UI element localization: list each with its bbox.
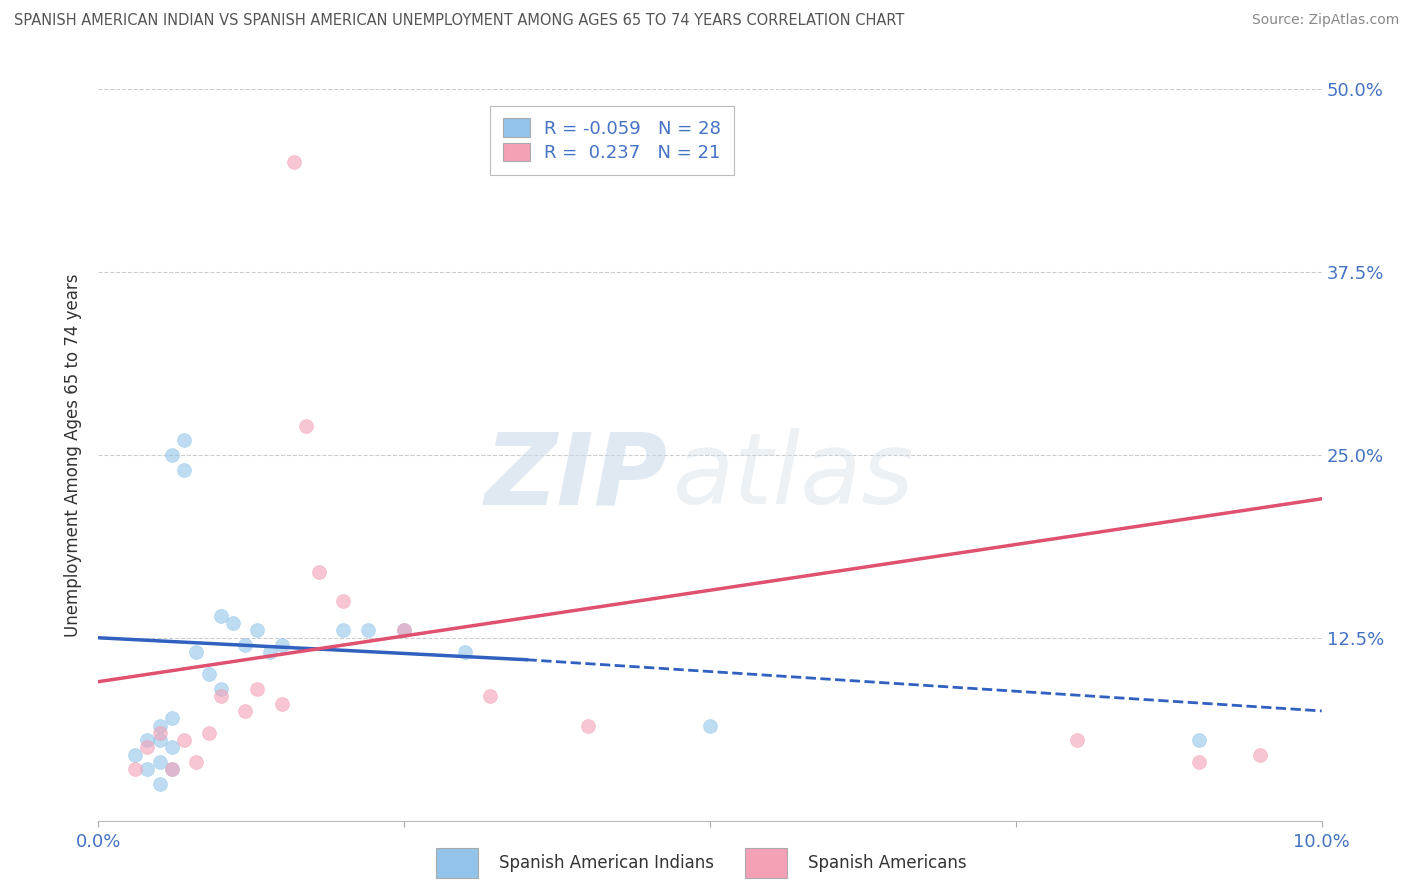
Point	[283, 155, 305, 169]
Point	[246, 681, 269, 696]
Point	[197, 726, 219, 740]
Point	[160, 740, 183, 755]
Point	[173, 462, 195, 476]
Point	[1249, 747, 1271, 762]
Point	[246, 624, 269, 638]
Point	[173, 434, 195, 448]
Point	[149, 777, 172, 791]
Point	[136, 763, 159, 777]
Point	[308, 565, 330, 579]
Point	[332, 624, 354, 638]
Text: Spanish Americans: Spanish Americans	[808, 854, 967, 872]
Point	[149, 718, 172, 732]
FancyBboxPatch shape	[436, 848, 478, 878]
Point	[392, 624, 416, 638]
Y-axis label: Unemployment Among Ages 65 to 74 years: Unemployment Among Ages 65 to 74 years	[65, 273, 83, 637]
Text: Source: ZipAtlas.com: Source: ZipAtlas.com	[1251, 13, 1399, 28]
Point	[259, 645, 281, 659]
Text: SPANISH AMERICAN INDIAN VS SPANISH AMERICAN UNEMPLOYMENT AMONG AGES 65 TO 74 YEA: SPANISH AMERICAN INDIAN VS SPANISH AMERI…	[14, 13, 904, 29]
Text: Spanish American Indians: Spanish American Indians	[499, 854, 714, 872]
Point	[136, 733, 159, 747]
Point	[160, 711, 183, 725]
Point	[576, 718, 599, 732]
Point	[209, 681, 232, 696]
Text: atlas: atlas	[673, 428, 915, 525]
Point	[1188, 733, 1211, 747]
Point	[173, 733, 195, 747]
Point	[160, 448, 183, 462]
Point	[270, 697, 292, 711]
Text: ZIP: ZIP	[484, 428, 668, 525]
Point	[149, 733, 172, 747]
Point	[136, 740, 159, 755]
Point	[209, 608, 232, 623]
Point	[478, 690, 501, 704]
Point	[222, 616, 245, 631]
Point	[160, 763, 183, 777]
Point	[1188, 755, 1211, 769]
Point	[295, 418, 318, 433]
Point	[233, 638, 256, 652]
Point	[392, 624, 416, 638]
Point	[186, 645, 208, 659]
Point	[233, 704, 256, 718]
Point	[270, 638, 292, 652]
Point	[197, 667, 219, 681]
Point	[209, 690, 232, 704]
Point	[699, 718, 721, 732]
Point	[124, 747, 146, 762]
Point	[186, 755, 208, 769]
Point	[356, 624, 378, 638]
Point	[160, 763, 183, 777]
Point	[1066, 733, 1088, 747]
FancyBboxPatch shape	[745, 848, 787, 878]
Point	[454, 645, 477, 659]
Point	[149, 726, 172, 740]
Point	[332, 594, 354, 608]
Point	[124, 763, 146, 777]
Legend: R = -0.059   N = 28, R =  0.237   N = 21: R = -0.059 N = 28, R = 0.237 N = 21	[491, 105, 734, 175]
Point	[149, 755, 172, 769]
